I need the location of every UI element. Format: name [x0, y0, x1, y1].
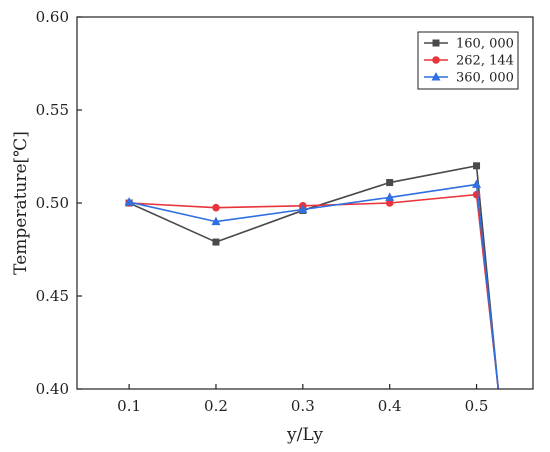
- y-tick-label: 0.60: [36, 8, 69, 26]
- series-line: [128, 183, 500, 389]
- legend-item: 360, 000: [424, 71, 514, 86]
- legend-marker: [432, 39, 440, 47]
- legend-marker: [431, 72, 441, 81]
- x-tick-label: 0.3: [291, 397, 315, 415]
- y-axis-label: Temperature[℃]: [11, 131, 31, 275]
- series-line: [128, 164, 500, 389]
- data-point: [472, 179, 482, 188]
- data-point: [385, 192, 395, 201]
- y-axis-ticks: 0.40 0.45 0.50 0.55 0.60: [36, 8, 82, 398]
- data-point: [124, 197, 134, 206]
- y-tick-label: 0.40: [36, 380, 69, 398]
- legend-label: 360, 000: [456, 71, 514, 86]
- x-tick-label: 0.5: [465, 397, 489, 415]
- series-1: [125, 162, 500, 389]
- y-tick-label: 0.55: [36, 101, 69, 119]
- data-point: [211, 216, 221, 226]
- series-3: [124, 179, 500, 389]
- x-tick-label: 0.4: [378, 397, 402, 415]
- legend-label: 160, 000: [456, 37, 514, 52]
- x-tick-label: 0.2: [204, 397, 228, 415]
- legend-item: 160, 000: [424, 37, 514, 52]
- series-2: [125, 190, 500, 389]
- data-point: [212, 203, 220, 212]
- data-point: [298, 204, 308, 214]
- series-layer: [124, 162, 500, 389]
- data-point: [212, 238, 220, 246]
- legend-label: 262, 144: [456, 54, 514, 69]
- legend-marker: [432, 56, 440, 64]
- data-point: [385, 199, 394, 207]
- legend: 160, 000 262, 144 360, 000: [417, 31, 519, 90]
- data-point: [386, 179, 394, 187]
- x-axis-ticks: 0.1 0.2 0.3 0.4 0.5: [117, 384, 488, 415]
- x-axis-label: y/Ly: [286, 425, 323, 445]
- series-line: [129, 193, 500, 389]
- x-tick-label: 0.1: [117, 397, 141, 415]
- data-point: [473, 162, 481, 170]
- y-tick-label: 0.50: [36, 194, 69, 212]
- legend-item: 262, 144: [424, 54, 514, 69]
- y-tick-label: 0.45: [36, 287, 69, 305]
